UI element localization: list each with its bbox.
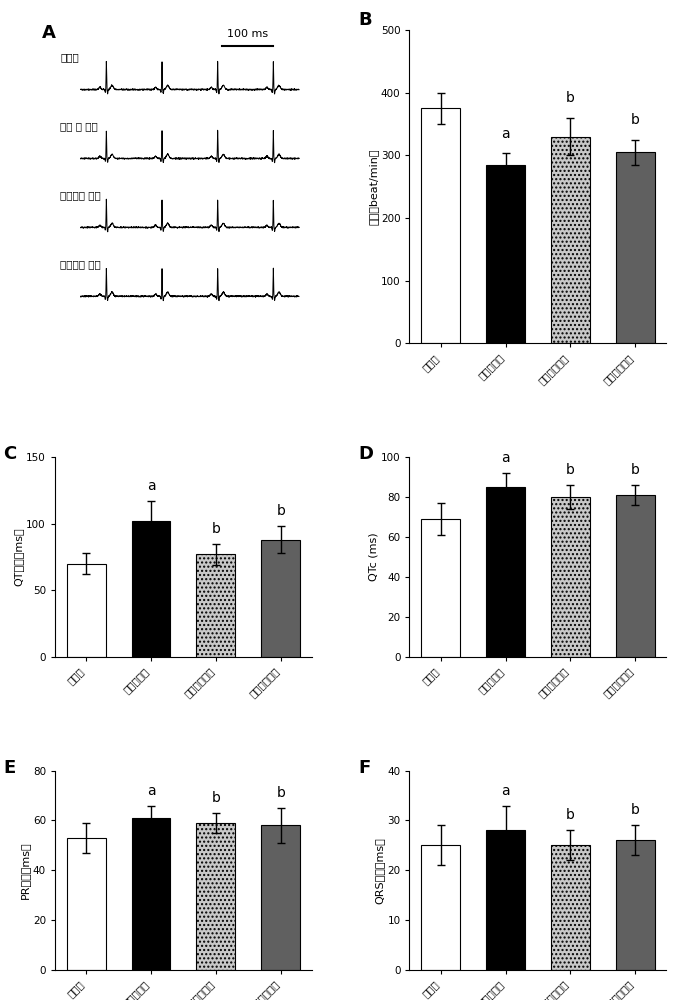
Text: F: F bbox=[358, 759, 370, 777]
Bar bbox=[486, 487, 525, 657]
Bar bbox=[196, 823, 236, 970]
Y-axis label: QRS间期（ms）: QRS间期（ms） bbox=[374, 837, 385, 904]
Bar bbox=[131, 818, 170, 970]
Bar bbox=[261, 540, 300, 657]
Text: b: b bbox=[566, 91, 575, 105]
Bar bbox=[616, 495, 655, 657]
Y-axis label: QT间期（ms）: QT间期（ms） bbox=[14, 528, 23, 586]
Y-axis label: QTc (ms): QTc (ms) bbox=[368, 533, 378, 581]
Text: a: a bbox=[502, 784, 510, 798]
Bar bbox=[551, 845, 590, 970]
Bar bbox=[67, 838, 106, 970]
Text: a: a bbox=[146, 479, 155, 493]
Y-axis label: 心率（beat/min）: 心率（beat/min） bbox=[368, 148, 378, 225]
Bar bbox=[551, 497, 590, 657]
Bar bbox=[486, 830, 525, 970]
Text: b: b bbox=[631, 803, 640, 817]
Text: b: b bbox=[566, 808, 575, 822]
Bar bbox=[421, 845, 460, 970]
Bar bbox=[196, 554, 236, 657]
Bar bbox=[261, 825, 300, 970]
Text: B: B bbox=[358, 11, 372, 29]
Text: 阿托伐他 汀组: 阿托伐他 汀组 bbox=[60, 259, 101, 269]
Text: A: A bbox=[42, 24, 56, 42]
Text: b: b bbox=[276, 504, 285, 518]
Bar bbox=[67, 564, 106, 657]
Text: a: a bbox=[502, 451, 510, 465]
Text: b: b bbox=[631, 113, 640, 127]
Text: b: b bbox=[212, 522, 221, 536]
Text: b: b bbox=[276, 786, 285, 800]
Text: E: E bbox=[3, 759, 16, 777]
Bar bbox=[616, 152, 655, 343]
Text: a: a bbox=[146, 784, 155, 798]
Bar bbox=[551, 137, 590, 343]
Bar bbox=[131, 521, 170, 657]
Text: C: C bbox=[3, 445, 16, 463]
Bar bbox=[421, 108, 460, 343]
Bar bbox=[486, 165, 525, 343]
Text: 对照组: 对照组 bbox=[60, 52, 79, 62]
Text: b: b bbox=[212, 791, 221, 805]
Text: 高脂 模 型组: 高脂 模 型组 bbox=[60, 121, 98, 131]
Bar bbox=[616, 840, 655, 970]
Y-axis label: PR间期（ms）: PR间期（ms） bbox=[20, 841, 30, 899]
Text: 芦药大黄 素组: 芦药大黄 素组 bbox=[60, 190, 101, 200]
Text: b: b bbox=[631, 463, 640, 477]
Bar bbox=[421, 519, 460, 657]
Text: 100 ms: 100 ms bbox=[227, 29, 268, 39]
Text: a: a bbox=[502, 127, 510, 141]
Text: D: D bbox=[358, 445, 373, 463]
Text: b: b bbox=[566, 463, 575, 477]
